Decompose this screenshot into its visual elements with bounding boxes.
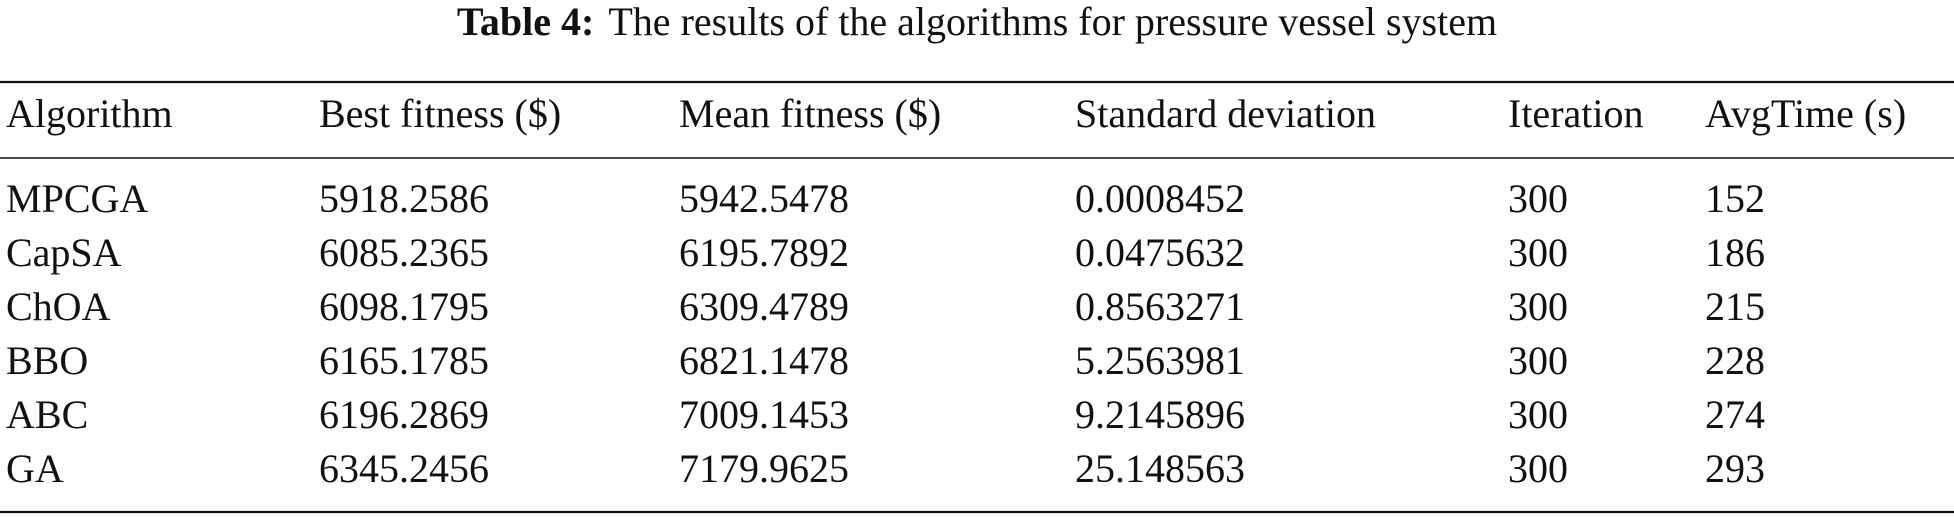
table-cell: 300 [1508,284,1568,329]
table-cell: 7179.9625 [679,446,849,491]
caption-label: Table 4: [457,0,594,44]
table-cell: 6345.2456 [319,446,489,491]
table-caption: Table 4: The results of the algorithms fo… [457,0,1497,44]
table-cell: 300 [1508,176,1568,221]
table-cell: 6085.2365 [319,230,489,275]
header-cell: Mean fitness ($) [679,91,941,136]
table-cell: 6196.2869 [319,392,489,437]
table-cell: 0.8563271 [1075,284,1245,329]
table-cell: 5.2563981 [1075,338,1245,383]
table-cell: ChOA [6,284,111,329]
table-cell: 300 [1508,392,1568,437]
header-cell: Algorithm [6,91,173,136]
table-cell: 5918.2586 [319,176,489,221]
table-cell: 274 [1705,392,1765,437]
table-cell: 6165.1785 [319,338,489,383]
table-cell: 9.2145896 [1075,392,1245,437]
table-cell: 293 [1705,446,1765,491]
table-cell: 6195.7892 [679,230,849,275]
table-cell: 5942.5478 [679,176,849,221]
table-cell: GA [6,446,64,491]
table-cell: 300 [1508,446,1568,491]
table-cell: 6821.1478 [679,338,849,383]
table-cell: 0.0475632 [1075,230,1245,275]
table-cell: ABC [6,392,88,437]
caption-text: The results of the algorithms for pressu… [608,0,1497,44]
header-cell: AvgTime (s) [1705,91,1906,136]
table-cell: 6309.4789 [679,284,849,329]
table-cell: 6098.1795 [319,284,489,329]
header-cell: Iteration [1508,91,1644,136]
table-cell: 7009.1453 [679,392,849,437]
table-cell: 186 [1705,230,1765,275]
header-cell: Standard deviation [1075,91,1376,136]
header-cell: Best fitness ($) [319,91,561,136]
table-cell: 300 [1508,230,1568,275]
table-cell: 152 [1705,176,1765,221]
table-cell: 0.0008452 [1075,176,1245,221]
table-cell: 228 [1705,338,1765,383]
table-cell: BBO [6,338,88,383]
table-cell: 215 [1705,284,1765,329]
table-cell: 25.148563 [1075,446,1245,491]
table-cell: MPCGA [6,176,148,221]
table-cell: 300 [1508,338,1568,383]
table-cell: CapSA [6,230,122,275]
